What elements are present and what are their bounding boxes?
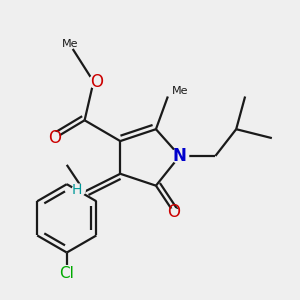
Text: Cl: Cl bbox=[59, 266, 74, 281]
Ellipse shape bbox=[171, 149, 189, 163]
Text: H: H bbox=[72, 183, 83, 197]
Text: Me: Me bbox=[61, 40, 78, 50]
Ellipse shape bbox=[44, 132, 60, 145]
Ellipse shape bbox=[89, 75, 104, 88]
Text: O: O bbox=[91, 73, 103, 91]
Text: O: O bbox=[48, 129, 62, 147]
Ellipse shape bbox=[166, 209, 182, 222]
Ellipse shape bbox=[56, 266, 77, 281]
Text: N: N bbox=[173, 147, 187, 165]
Text: O: O bbox=[167, 203, 180, 221]
Ellipse shape bbox=[72, 184, 85, 196]
Text: Me: Me bbox=[172, 86, 189, 96]
